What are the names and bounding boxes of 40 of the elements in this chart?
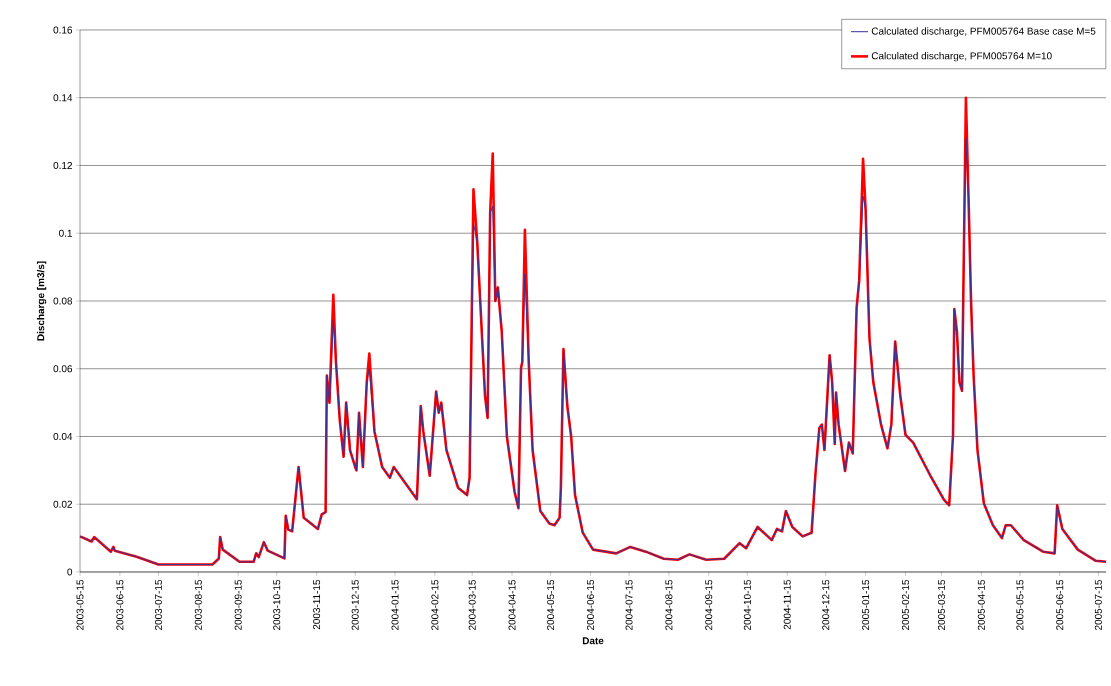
x-tick-label: 2003-11-15 [313, 579, 321, 630]
x-tick-label: 2005-05-15 [1016, 579, 1024, 630]
x-tick-label: 2004-05-15 [547, 579, 555, 630]
y-tick-label: 0.06 [53, 365, 73, 373]
x-tick-label: 2004-01-15 [391, 579, 399, 630]
x-tick-label: 2003-08-15 [194, 579, 202, 630]
y-tick-label: 0.1 [59, 229, 73, 237]
x-tick-label: 2004-08-15 [665, 579, 673, 630]
x-tick-label: 2005-03-15 [937, 579, 945, 630]
y-tick-label: 0.14 [53, 94, 73, 102]
x-tick-label: 2003-05-15 [76, 579, 84, 630]
y-tick-label: 0 [67, 568, 73, 576]
x-tick-label: 2004-06-15 [586, 579, 594, 630]
x-tick-label: 2005-01-15 [862, 579, 870, 630]
y-tick-label: 0.08 [53, 297, 73, 305]
y-axis-title: Discharge [m3/s] [36, 261, 47, 341]
legend-label: Calculated discharge, PFM005764 M=10 [871, 52, 1052, 62]
x-tick-label: 2004-03-15 [468, 579, 476, 630]
x-tick-label: 2003-09-15 [234, 579, 242, 630]
legend-label: Calculated discharge, PFM005764 Base case M=5 [871, 27, 1096, 37]
x-tick-label: 2004-02-15 [431, 579, 439, 630]
x-tick-label: 2004-07-15 [625, 579, 633, 630]
y-tick-label: 0.12 [53, 161, 72, 170]
x-tick-label: 2004-09-15 [705, 579, 713, 630]
x-tick-label: 2005-04-15 [977, 579, 985, 630]
x-tick-label: 2005-07-15 [1094, 579, 1102, 630]
x-axis-title: Date [582, 637, 604, 645]
x-tick-label: 2003-07-15 [154, 579, 162, 630]
x-tick-label: 2005-02-15 [901, 579, 909, 630]
x-tick-label: 2004-10-15 [743, 579, 751, 630]
x-tick-label: 2004-12-15 [822, 579, 830, 630]
y-tick-label: 0.02 [53, 500, 72, 508]
y-tick-label: 0.16 [53, 26, 73, 34]
x-tick-label: 2005-06-15 [1056, 579, 1064, 630]
x-tick-label: 2004-11-15 [783, 579, 791, 630]
x-tick-label: 2004-04-15 [508, 579, 516, 630]
x-tick-label: 2003-10-15 [273, 579, 281, 630]
x-tick-label: 2003-06-15 [116, 579, 124, 630]
x-tick-label: 2003-12-15 [351, 579, 359, 630]
y-tick-label: 0.04 [53, 432, 73, 441]
